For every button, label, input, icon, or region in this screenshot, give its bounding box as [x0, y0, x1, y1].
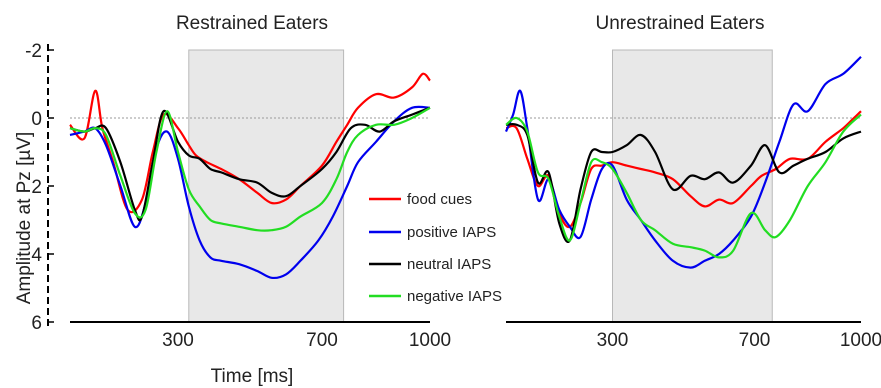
series-lines-restrained	[69, 72, 431, 280]
series-line-negative-iaps	[505, 113, 862, 259]
series-line-food-cues	[69, 72, 431, 214]
y-tick-label-0: 0	[31, 109, 42, 130]
series-line-neutral-iaps	[505, 122, 862, 243]
chart-title-restrained: Restrained Eaters	[176, 13, 328, 34]
y-tick-label-2: -2	[25, 41, 42, 62]
x-axis-label: Time [ms]	[211, 366, 294, 387]
x-tick-label-300: 300	[162, 330, 194, 351]
series-lines-unrestrained	[504, 55, 862, 269]
x-tick-label-1000: 1000	[840, 330, 881, 351]
legend-item-positive-iaps: positive IAPS	[369, 224, 496, 241]
y-tick-label-6: 6	[31, 313, 42, 334]
time-window-shading-unrestrained	[612, 49, 773, 323]
legend-item-negative-iaps: negative IAPS	[369, 288, 502, 305]
series-line-neutral-iaps	[69, 106, 431, 222]
legend-label-negative-iaps: negative IAPS	[407, 288, 502, 305]
x-tick-label-1000: 1000	[409, 330, 451, 351]
y-axis-label: Amplitude at Pz [µV]	[14, 132, 35, 305]
legend-item-food-cues: food cues	[369, 191, 472, 208]
series-line-negative-iaps	[69, 106, 431, 232]
legend-label-neutral-iaps: neutral IAPS	[407, 256, 491, 273]
chart-title-unrestrained: Unrestrained Eaters	[596, 13, 765, 34]
y-tick-label-2: 2	[31, 177, 42, 198]
legend-item-neutral-iaps: neutral IAPS	[369, 256, 491, 273]
series-line-positive-iaps	[69, 105, 431, 280]
legend-label-positive-iaps: positive IAPS	[407, 224, 496, 241]
x-tick-labels-restrained: 300 700 1000	[162, 330, 451, 351]
x-tick-label-300: 300	[597, 330, 629, 351]
x-tick-label-700: 700	[306, 330, 338, 351]
x-tick-labels-unrestrained: 300 700 1000	[597, 330, 881, 351]
series-line-positive-iaps	[504, 55, 862, 269]
y-tick-labels: -2 0 2 4 6	[25, 41, 54, 334]
panel-unrestrained-eaters: 300 700 1000 Unrestrained Eaters	[504, 13, 881, 351]
legend-label-food-cues: food cues	[407, 191, 472, 208]
y-tick-label-4: 4	[31, 245, 42, 266]
x-tick-label-700: 700	[739, 330, 771, 351]
panel-restrained-eaters: -2 0 2 4 6 300 700 1000 Restrained Eaters Time…	[14, 13, 451, 387]
time-window-shading-restrained	[188, 49, 345, 323]
legend: food cues positive IAPS neutral IAPS neg…	[369, 191, 502, 305]
